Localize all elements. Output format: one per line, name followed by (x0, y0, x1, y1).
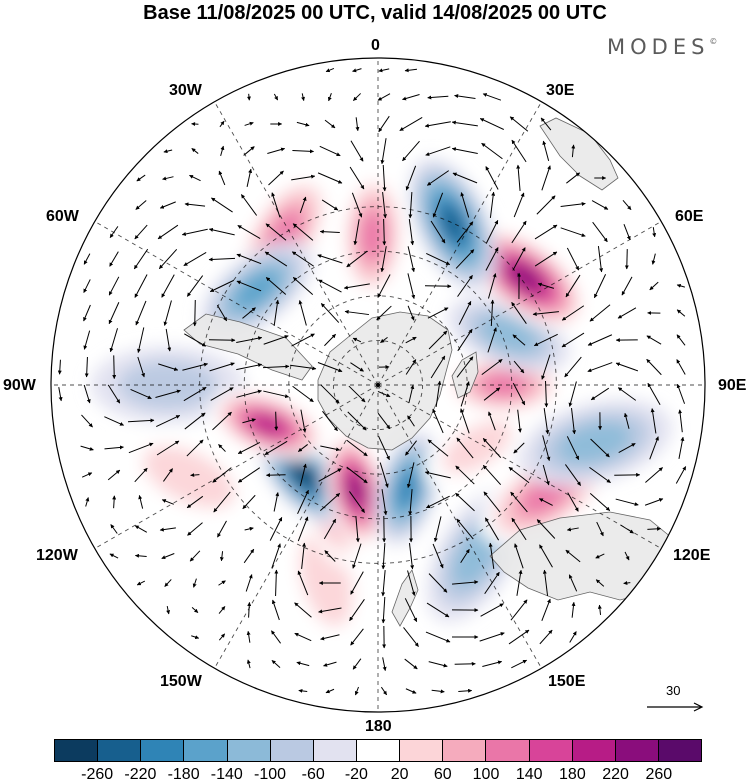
colorbar-swatch (659, 740, 701, 761)
lon-label-30e: 30E (546, 82, 574, 100)
wind-vector-arrow (455, 664, 476, 665)
polar-map (0, 0, 750, 735)
colorbar-tick-label: 260 (634, 766, 684, 784)
lon-label-120e: 120E (673, 547, 710, 565)
lon-label-180: 180 (365, 718, 392, 736)
colorbar-swatch (530, 740, 573, 761)
lon-label-150w: 150W (160, 673, 202, 691)
colorbar-swatch (357, 740, 400, 761)
lon-label-0: 0 (371, 37, 380, 55)
colorbar-swatch (314, 740, 357, 761)
colorbar-swatch (271, 740, 314, 761)
wind-vector-arrow (627, 249, 628, 269)
lon-label-60w: 60W (46, 208, 79, 226)
colorbar-swatch (98, 740, 141, 761)
wind-vector-arrow (209, 340, 235, 341)
south-pole-marker (376, 383, 380, 387)
colorbar-swatch (443, 740, 486, 761)
lon-label-150e: 150E (548, 673, 585, 691)
colorbar-swatch (184, 740, 227, 761)
colorbar-swatch (141, 740, 184, 761)
wind-vector-arrow (266, 475, 285, 476)
colorbar-swatch (573, 740, 616, 761)
lon-label-120w: 120W (36, 547, 78, 565)
colorbar-swatch (616, 740, 659, 761)
lon-label-60e: 60E (675, 208, 703, 226)
reference-vector-arrow (645, 700, 705, 714)
colorbar-swatch (400, 740, 443, 761)
colorbar (54, 739, 702, 762)
lon-label-90e: 90E (718, 377, 746, 395)
reference-vector-label: 30 (666, 683, 680, 698)
wind-vector-arrow (191, 475, 200, 476)
wind-vector-arrow (276, 412, 277, 431)
lon-label-30w: 30W (169, 82, 202, 100)
lon-label-90w: 90W (3, 377, 36, 395)
colorbar-swatch (486, 740, 529, 761)
wind-vector-arrow (249, 94, 250, 100)
colorbar-swatch (228, 740, 271, 761)
wind-vector-arrow (425, 286, 451, 287)
colorbar-swatch (55, 740, 98, 761)
wind-vector-arrow (114, 355, 115, 378)
wind-vector-arrow (195, 300, 196, 326)
